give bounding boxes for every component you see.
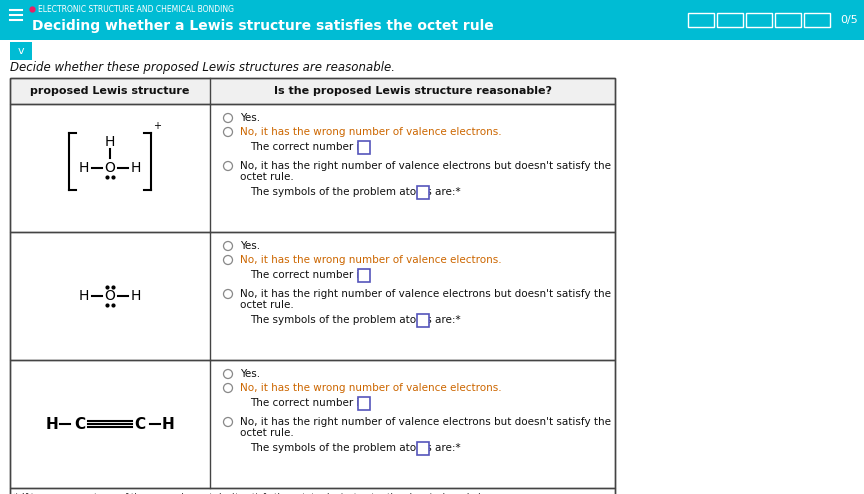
Bar	[10, 360, 615, 488]
Text: H: H	[105, 135, 115, 149]
Text: O: O	[105, 289, 116, 303]
Bar	[0, 0, 864, 40]
Text: No, it has the wrong number of valence electrons.: No, it has the wrong number of valence e…	[240, 383, 502, 393]
Text: The correct number is:: The correct number is:	[250, 142, 369, 152]
Bar	[746, 13, 772, 27]
Bar	[417, 442, 429, 454]
Text: H: H	[79, 161, 89, 175]
Text: No, it has the right number of valence electrons but doesn't satisfy the: No, it has the right number of valence e…	[240, 417, 611, 427]
Text: C: C	[74, 416, 86, 431]
Bar	[417, 186, 429, 199]
Bar	[358, 397, 370, 410]
Bar	[10, 488, 615, 494]
Text: The correct number is:: The correct number is:	[250, 270, 369, 280]
Text: octet rule.: octet rule.	[240, 172, 294, 182]
Bar	[688, 13, 714, 27]
Text: Yes.: Yes.	[240, 241, 260, 251]
Text: H: H	[79, 289, 89, 303]
Text: No, it has the right number of valence electrons but doesn't satisfy the: No, it has the right number of valence e…	[240, 289, 611, 299]
Text: Decide whether these proposed Lewis structures are reasonable.: Decide whether these proposed Lewis stru…	[10, 61, 395, 75]
Text: The symbols of the problem atoms are:*: The symbols of the problem atoms are:*	[250, 187, 461, 197]
Text: Deciding whether a Lewis structure satisfies the octet rule: Deciding whether a Lewis structure satis…	[32, 19, 493, 33]
Text: ELECTRONIC STRUCTURE AND CHEMICAL BONDING: ELECTRONIC STRUCTURE AND CHEMICAL BONDIN…	[38, 4, 234, 13]
Text: No, it has the wrong number of valence electrons.: No, it has the wrong number of valence e…	[240, 127, 502, 137]
Text: C: C	[135, 416, 145, 431]
Text: H: H	[130, 289, 141, 303]
Text: The symbols of the problem atoms are:*: The symbols of the problem atoms are:*	[250, 443, 461, 453]
Text: +: +	[153, 121, 161, 131]
Bar	[10, 42, 32, 60]
Text: octet rule.: octet rule.	[240, 300, 294, 310]
Text: H: H	[46, 416, 59, 431]
Text: No, it has the right number of valence electrons but doesn't satisfy the: No, it has the right number of valence e…	[240, 161, 611, 171]
Bar	[358, 140, 370, 154]
Text: proposed Lewis structure: proposed Lewis structure	[30, 86, 190, 96]
Bar	[717, 13, 743, 27]
Text: Yes.: Yes.	[240, 113, 260, 123]
Text: v: v	[17, 46, 24, 56]
Bar	[10, 78, 615, 104]
Text: H: H	[130, 161, 141, 175]
Text: H: H	[162, 416, 175, 431]
Bar	[358, 269, 370, 282]
Text: The correct number is:: The correct number is:	[250, 398, 369, 408]
Text: Yes.: Yes.	[240, 369, 260, 379]
Text: No, it has the wrong number of valence electrons.: No, it has the wrong number of valence e…	[240, 255, 502, 265]
Bar	[10, 104, 615, 232]
Text: octet rule.: octet rule.	[240, 428, 294, 438]
Text: O: O	[105, 161, 116, 175]
Text: 0/5: 0/5	[841, 15, 858, 25]
Bar	[804, 13, 830, 27]
Text: * If two or more atoms of the same element don't satisfy the octet rule, just en: * If two or more atoms of the same eleme…	[14, 493, 521, 494]
Bar	[10, 78, 615, 494]
Bar	[417, 314, 429, 327]
Bar	[775, 13, 801, 27]
Text: Is the proposed Lewis structure reasonable?: Is the proposed Lewis structure reasonab…	[274, 86, 551, 96]
Text: The symbols of the problem atoms are:*: The symbols of the problem atoms are:*	[250, 315, 461, 325]
Bar	[10, 232, 615, 360]
